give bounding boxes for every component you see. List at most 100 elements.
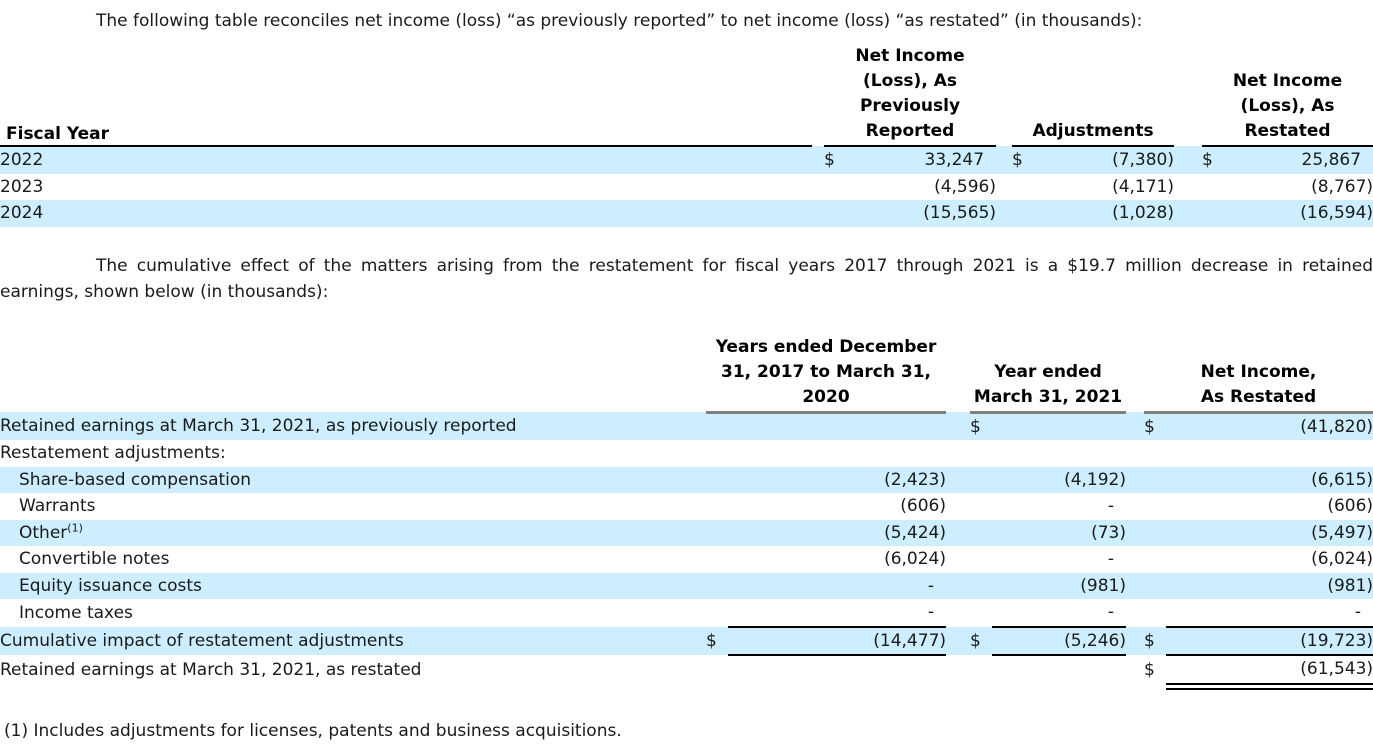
currency-cell: [706, 412, 728, 440]
intro-paragraph: The following table reconciles net incom…: [96, 11, 1143, 31]
currency-cell: $: [1144, 660, 1155, 681]
currency-cell: [970, 599, 992, 627]
gap-cell: [996, 146, 1012, 174]
amount-cell: -: [728, 599, 947, 628]
amount-cell: (6,615): [1311, 469, 1373, 490]
column-header-adjustments: Adjustments: [1012, 44, 1175, 147]
gap-cell: [1126, 627, 1144, 656]
table-row: Other(1) (5,424) (73) (5,497): [0, 519, 1373, 547]
gap-cell: [1126, 546, 1144, 573]
table-row: Cumulative impact of restatement adjustm…: [0, 626, 1373, 656]
currency-cell: [1144, 440, 1166, 467]
currency-cell: [706, 546, 728, 573]
currency-cell: [1144, 599, 1166, 627]
column-header-net-income-restated: Net Income, As Restated: [1144, 334, 1373, 414]
currency-cell: [706, 493, 728, 520]
currency-cell: $: [970, 630, 981, 651]
row-label: Restatement adjustments:: [0, 443, 226, 463]
table-row: Retained earnings at March 31, 2021, as …: [0, 412, 1373, 440]
amount-cell: (8,767): [1311, 176, 1373, 197]
gap-cell: [996, 44, 1012, 146]
currency-cell: [824, 174, 846, 201]
footnote-ref: (1): [67, 520, 83, 534]
table-row: Convertible notes (6,024) - (6,024): [0, 546, 1373, 573]
currency-cell: [706, 599, 728, 627]
table-row: Warrants (606) - (606): [0, 493, 1373, 520]
table-row: 2024 (15,565) (1,028) (16,594): [0, 200, 1373, 227]
currency-cell: [1012, 174, 1034, 201]
amount-cell: (981): [1080, 575, 1127, 596]
currency-cell: [706, 573, 728, 600]
column-header-blank: [0, 335, 706, 413]
currency-cell: [1144, 520, 1166, 547]
table-row: 2023 (4,596) (4,171) (8,767): [0, 174, 1373, 201]
row-label: Equity issuance costs: [19, 575, 202, 596]
row-label: 2023: [0, 176, 44, 197]
row-label: Retained earnings at March 31, 2021, as …: [0, 660, 422, 681]
amount-cell: (981): [1327, 575, 1373, 596]
currency-cell: [970, 493, 992, 520]
amount-cell: (14,477): [728, 626, 947, 656]
table-row: Income taxes - - -: [0, 599, 1373, 628]
gap-cell: [946, 655, 970, 686]
table2-header-row: Years ended December 31, 2017 to March 3…: [0, 334, 1373, 414]
currency-cell: $: [1144, 630, 1155, 651]
amount-cell: -: [1107, 549, 1115, 569]
table1-header-row: Fiscal Year Net Income (Loss), As Previo…: [0, 44, 1373, 147]
gap-cell: [1174, 200, 1202, 227]
gap-cell: [812, 44, 824, 146]
amount-cell: (4,192): [1064, 469, 1127, 490]
row-label: Share-based compensation: [19, 469, 252, 490]
amount-cell: (41,820): [1300, 416, 1373, 437]
column-header-restated: Net Income (Loss), As Restated: [1202, 44, 1373, 147]
gap-cell: [1126, 493, 1144, 520]
amount-cell: -: [927, 575, 935, 596]
amount-cell: [992, 655, 1126, 686]
amount-cell: (7,380): [1112, 150, 1175, 170]
gap-cell: [1126, 599, 1144, 627]
amount-cell: (2,423): [884, 469, 947, 490]
table-row: Restatement adjustments:: [0, 440, 1373, 467]
amount-cell: (1,028): [1112, 203, 1175, 223]
amount-cell: 25,867: [1301, 150, 1362, 170]
table1-body: 2022 $33,247 $ (7,380) $25,867 2023 (4,596) (4,…: [0, 146, 1373, 227]
gap-cell: [946, 440, 970, 467]
amount-cell: (61,543): [1166, 655, 1373, 690]
amount-cell: (5,424): [884, 522, 947, 543]
currency-cell: $: [706, 630, 717, 651]
amount-cell: -: [1166, 599, 1373, 628]
gap-cell: [946, 520, 970, 547]
amount-cell: [728, 440, 946, 467]
currency-cell: [706, 655, 728, 686]
row-label: Warrants: [19, 496, 96, 516]
row-label: Income taxes: [19, 602, 133, 623]
currency-cell: [970, 655, 992, 686]
currency-cell: [1144, 493, 1166, 520]
table2-body: Retained earnings at March 31, 2021, as …: [0, 412, 1373, 690]
currency-cell: [970, 467, 992, 494]
amount-cell: (5,497): [1311, 522, 1373, 543]
column-header-years-2017-2020: Years ended December 31, 2017 to March 3…: [706, 334, 947, 414]
amount-cell: [728, 655, 946, 686]
net-income-reconciliation-table: Fiscal Year Net Income (Loss), As Previo…: [0, 44, 1373, 227]
currency-cell: [1202, 200, 1224, 227]
row-label: Retained earnings at March 31, 2021, as …: [0, 415, 517, 436]
row-label: Other(1): [19, 520, 83, 543]
currency-cell: $: [970, 416, 981, 437]
table-row: 2022 $33,247 $ (7,380) $25,867: [0, 146, 1373, 174]
gap-cell: [946, 599, 970, 627]
currency-cell: [1202, 174, 1224, 201]
gap-cell: [1126, 655, 1144, 686]
column-header-previously-reported: Net Income (Loss), As Previously Reporte…: [824, 44, 997, 147]
currency-cell: $: [824, 150, 835, 170]
amount-cell: [728, 412, 946, 440]
currency-cell: [706, 520, 728, 547]
amount-cell: [1166, 440, 1373, 467]
row-label: Convertible notes: [19, 549, 170, 569]
currency-cell: [970, 440, 992, 467]
row-label: Cumulative impact of restatement adjustm…: [0, 630, 404, 651]
gap-cell: [946, 573, 970, 600]
gap-cell: [1126, 520, 1144, 547]
amount-cell: (606): [1327, 496, 1373, 516]
